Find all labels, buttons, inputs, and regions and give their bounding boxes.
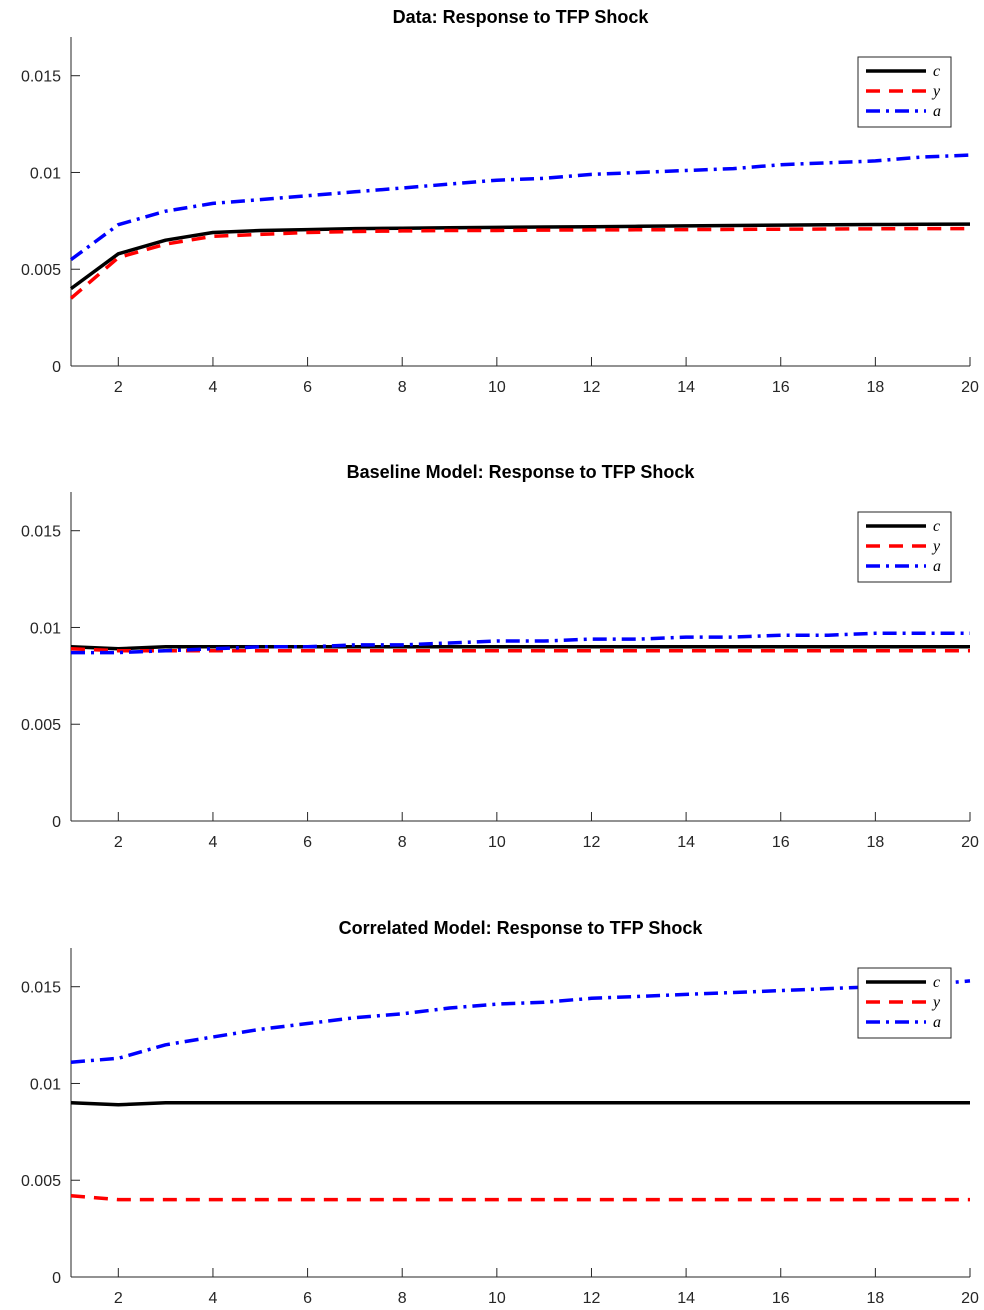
legend-label: a <box>933 558 941 575</box>
x-tick-label: 12 <box>583 379 601 396</box>
x-tick-label: 10 <box>488 834 506 851</box>
x-tick-label: 2 <box>114 1290 123 1307</box>
y-tick-label: 0 <box>52 814 61 831</box>
x-tick-label: 18 <box>866 834 884 851</box>
series-line-a <box>71 631 970 655</box>
x-tick-label: 10 <box>488 1290 506 1307</box>
x-tick-label: 8 <box>398 834 407 851</box>
x-tick-label: 16 <box>772 379 790 396</box>
x-tick-label: 20 <box>961 1290 979 1307</box>
legend-label: c <box>933 63 940 80</box>
x-tick-label: 12 <box>583 834 601 851</box>
legend-label: c <box>933 974 940 991</box>
x-tick-label: 14 <box>677 1290 695 1307</box>
y-tick-label: 0.015 <box>21 524 61 541</box>
y-tick-label: 0.015 <box>21 980 61 997</box>
x-tick-label: 4 <box>208 834 217 851</box>
legend: cya <box>857 511 952 583</box>
legend-label: a <box>933 1014 941 1031</box>
x-tick-label: 14 <box>677 834 695 851</box>
legend: cya <box>857 967 952 1039</box>
series-line-c <box>69 222 971 291</box>
series-line-y <box>70 1193 970 1202</box>
x-tick-label: 16 <box>772 1290 790 1307</box>
chart-title: Data: Response to TFP Shock <box>393 7 650 27</box>
legend-label: y <box>931 994 941 1011</box>
series-line-c <box>70 1101 970 1107</box>
y-tick-label: 0.01 <box>30 620 61 637</box>
legend-label: c <box>933 518 940 535</box>
legend-label: y <box>931 83 941 100</box>
x-tick-label: 2 <box>114 379 123 396</box>
x-tick-label: 2 <box>114 834 123 851</box>
y-tick-label: 0 <box>52 1270 61 1287</box>
series-line-a <box>70 979 971 1064</box>
x-tick-label: 8 <box>398 379 407 396</box>
x-tick-label: 10 <box>488 379 506 396</box>
x-tick-label: 12 <box>583 1290 601 1307</box>
chart-panel-1: Data: Response to TFP Shock 2 4 6 8 10 12 14 16 1… <box>21 7 979 396</box>
legend-label: a <box>933 103 941 120</box>
legend-label: y <box>931 538 941 555</box>
x-tick-label: 6 <box>303 834 312 851</box>
x-tick-label: 20 <box>961 834 979 851</box>
chart-panel-2: Baseline Model: Response to TFP Shock 2 4 6… <box>21 462 979 851</box>
x-tick-label: 6 <box>303 1290 312 1307</box>
series-line-y <box>69 226 970 300</box>
y-tick-label: 0.01 <box>30 1076 61 1093</box>
x-tick-label: 14 <box>677 379 695 396</box>
x-tick-label: 4 <box>208 379 217 396</box>
series-line-y <box>70 647 970 653</box>
x-tick-label: 18 <box>866 379 884 396</box>
x-tick-label: 16 <box>772 834 790 851</box>
y-tick-label: 0.01 <box>30 165 61 182</box>
y-tick-label: 0.005 <box>21 262 61 279</box>
x-tick-label: 20 <box>961 379 979 396</box>
x-tick-label: 8 <box>398 1290 407 1307</box>
y-tick-label: 0.015 <box>21 69 61 86</box>
chart-title: Correlated Model: Response to TFP Shock <box>339 918 704 938</box>
series-line-c <box>70 645 970 651</box>
series-line-a <box>69 153 971 262</box>
x-tick-label: 4 <box>208 1290 217 1307</box>
y-tick-label: 0.005 <box>21 717 61 734</box>
x-tick-label: 6 <box>303 379 312 396</box>
y-tick-label: 0.005 <box>21 1173 61 1190</box>
legend: cya <box>857 56 952 128</box>
chart-panel-3: Correlated Model: Response to TFP Shock 2… <box>21 918 979 1307</box>
y-tick-label: 0 <box>52 359 61 376</box>
chart-title: Baseline Model: Response to TFP Shock <box>347 462 696 482</box>
x-tick-label: 18 <box>866 1290 884 1307</box>
